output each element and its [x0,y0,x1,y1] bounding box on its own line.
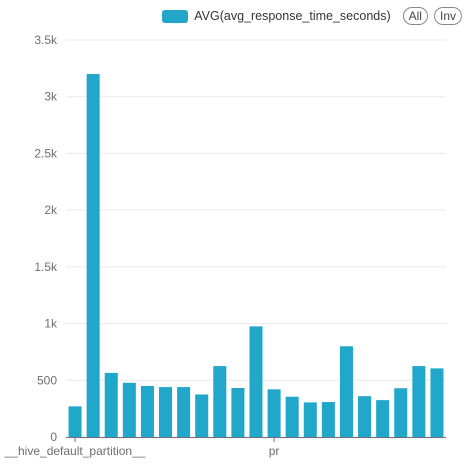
bar[interactable] [105,373,118,437]
bar[interactable] [394,388,407,437]
x-tick-label: __hive_default_partition__ [4,444,146,458]
bar[interactable] [87,74,100,437]
bars [69,74,444,437]
y-tick-label: 2.5k [34,146,58,160]
bar[interactable] [268,389,281,437]
bar[interactable] [412,366,425,437]
y-tick-label: 1.5k [34,260,58,274]
bar[interactable] [177,387,190,437]
bar[interactable] [231,388,244,437]
x-axis: __hive_default_partition__ pr [4,437,446,458]
bar[interactable] [340,346,353,437]
y-tick-label: 3.5k [34,33,58,47]
bar[interactable] [69,406,82,437]
bar[interactable] [430,368,443,437]
y-tick-label: 0 [50,430,57,444]
bar[interactable] [249,326,262,437]
y-tick-label: 500 [37,373,57,387]
y-tick-label: 2k [44,203,58,217]
bar[interactable] [286,397,299,437]
y-tick-label: 1k [44,317,58,331]
bar[interactable] [213,366,226,437]
bar[interactable] [322,402,335,437]
x-tick-label: pr [269,444,280,458]
bar[interactable] [304,402,317,437]
bar[interactable] [141,386,154,437]
y-axis-tick-labels: 0 500 1k 1.5k 2k 2.5k 3k 3.5k [34,33,58,444]
bar[interactable] [123,383,136,437]
y-tick-label: 3k [44,90,58,104]
bar[interactable] [376,400,389,437]
bar[interactable] [358,396,371,437]
bar[interactable] [195,394,208,437]
bar[interactable] [159,387,172,437]
